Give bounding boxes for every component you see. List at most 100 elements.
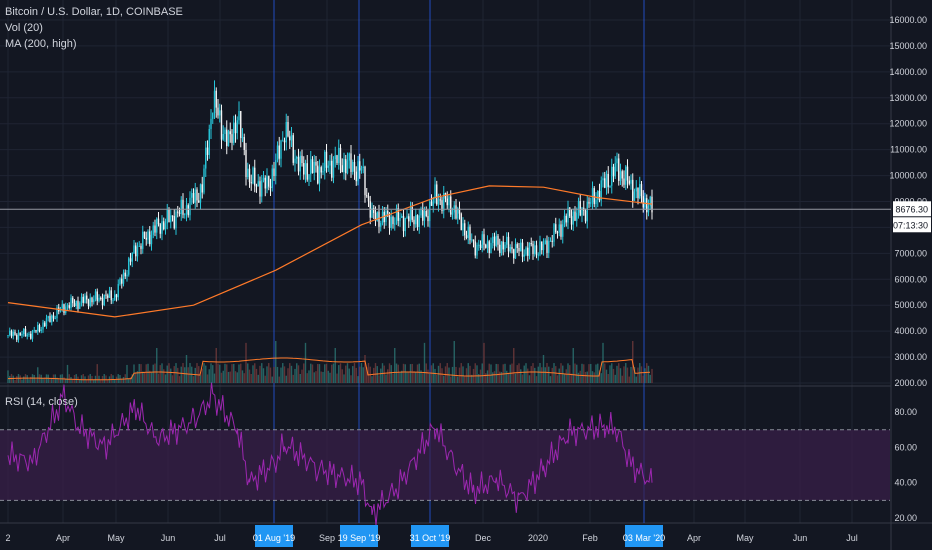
- candle-body: [549, 240, 552, 242]
- time-axis[interactable]: 2 Apr May Jun Jul Sep Dec 2020 Feb Apr May Jun Jul 01…: [5, 525, 858, 547]
- volume-bar: [252, 365, 254, 383]
- candle-body: [479, 244, 482, 249]
- ma-legend[interactable]: MA (200, high): [5, 38, 77, 50]
- candle-body: [133, 245, 135, 253]
- candle-body: [135, 245, 137, 257]
- volume-bar: [446, 363, 448, 383]
- volume-bar: [72, 378, 74, 383]
- volume-bar: [75, 374, 77, 383]
- volume-bar: [185, 354, 188, 383]
- volume-bar: [240, 363, 242, 383]
- time-tick-label: Sep: [319, 533, 335, 543]
- candle-body: [33, 330, 35, 332]
- candle-body: [262, 177, 265, 181]
- candle-body: [31, 330, 34, 339]
- price-tick-label: 12000.00: [889, 119, 927, 129]
- price-axis[interactable]: 16000.00 15000.00 14000.00 13000.00 12000.00…: [889, 15, 931, 388]
- volume-bar: [245, 342, 247, 383]
- candle-body: [45, 318, 48, 327]
- volume-bar: [264, 375, 266, 383]
- candle-body: [24, 328, 27, 337]
- volume-bar: [476, 365, 478, 383]
- candle-body: [563, 215, 566, 225]
- volume-bar: [231, 364, 233, 383]
- ma-200-line: [0, 185, 891, 318]
- candle-body: [7, 335, 9, 337]
- candle-body: [511, 247, 513, 250]
- volume-bar: [481, 363, 483, 383]
- candle-body: [467, 226, 469, 238]
- candle-body: [429, 201, 431, 222]
- price-tick-label: 7000.00: [894, 248, 927, 258]
- volume-bar: [514, 373, 517, 383]
- candle-body: [380, 223, 382, 227]
- candle-body: [173, 216, 175, 229]
- candle-body: [248, 168, 251, 183]
- candle-body: [236, 120, 238, 134]
- chart-title[interactable]: Bitcoin / U.S. Dollar, 1D, COINBASE: [5, 6, 183, 18]
- rsi-axis[interactable]: 80.00 60.00 40.00 20.00: [894, 407, 917, 523]
- vol-legend[interactable]: Vol (20): [5, 22, 43, 34]
- volume-bar: [618, 363, 620, 383]
- volume-bar: [416, 364, 419, 383]
- candle-body: [633, 191, 636, 201]
- candle-body: [597, 191, 599, 200]
- candle-body: [205, 147, 207, 169]
- volume-bar: [269, 367, 272, 383]
- volume-bar: [173, 366, 175, 383]
- volume-bar: [397, 364, 399, 383]
- volume-bar: [268, 363, 270, 383]
- candle-body: [577, 201, 580, 213]
- volume-bar: [40, 374, 42, 383]
- volume-bar: [429, 373, 431, 383]
- candle-body: [415, 215, 417, 225]
- volume-bar: [474, 363, 476, 383]
- candle-body: [35, 330, 37, 332]
- rsi-legend[interactable]: RSI (14, close): [5, 396, 78, 408]
- volume-bar: [507, 372, 510, 383]
- candle-body: [343, 159, 345, 172]
- volume-bar: [33, 374, 35, 383]
- candle-body: [241, 137, 244, 139]
- volume-bar: [294, 368, 296, 383]
- volume-bar: [394, 347, 396, 383]
- volume-bar: [170, 368, 172, 383]
- volume-bar: [642, 375, 644, 383]
- candle-body: [602, 178, 604, 181]
- volume-bar: [607, 373, 609, 383]
- candle-body: [161, 221, 163, 234]
- candle-body: [637, 187, 639, 199]
- candle-body: [17, 332, 20, 340]
- candle-body: [142, 231, 144, 249]
- candle-body: [605, 173, 608, 188]
- candle-body: [464, 223, 466, 236]
- volume-bar: [651, 368, 653, 383]
- time-tick-label: Jul: [846, 533, 858, 543]
- volume-bar: [79, 379, 81, 383]
- volume-bar: [560, 363, 562, 383]
- candle-body: [189, 197, 191, 216]
- volume-bar: [616, 365, 618, 383]
- candle-body: [273, 168, 275, 177]
- volume-bar: [352, 366, 354, 383]
- candle-body: [119, 278, 121, 285]
- volume-bar: [353, 363, 356, 383]
- volume-bar: [548, 366, 550, 383]
- volume-bar: [364, 354, 366, 383]
- candle-body: [518, 247, 520, 252]
- candle-body: [548, 241, 550, 253]
- volume-bar: [647, 365, 650, 383]
- candle-body: [166, 209, 168, 224]
- volume-bar: [537, 366, 539, 383]
- price-tick-label: 5000.00: [894, 300, 927, 310]
- candle-body: [625, 166, 627, 185]
- volume-bar: [271, 376, 273, 383]
- candle-body: [502, 241, 504, 250]
- candle-body: [598, 191, 601, 201]
- volume-bar: [282, 363, 284, 383]
- candle-body: [322, 171, 324, 173]
- volume-bar: [278, 376, 280, 383]
- volume-bar: [593, 372, 595, 383]
- candle-body: [192, 193, 195, 203]
